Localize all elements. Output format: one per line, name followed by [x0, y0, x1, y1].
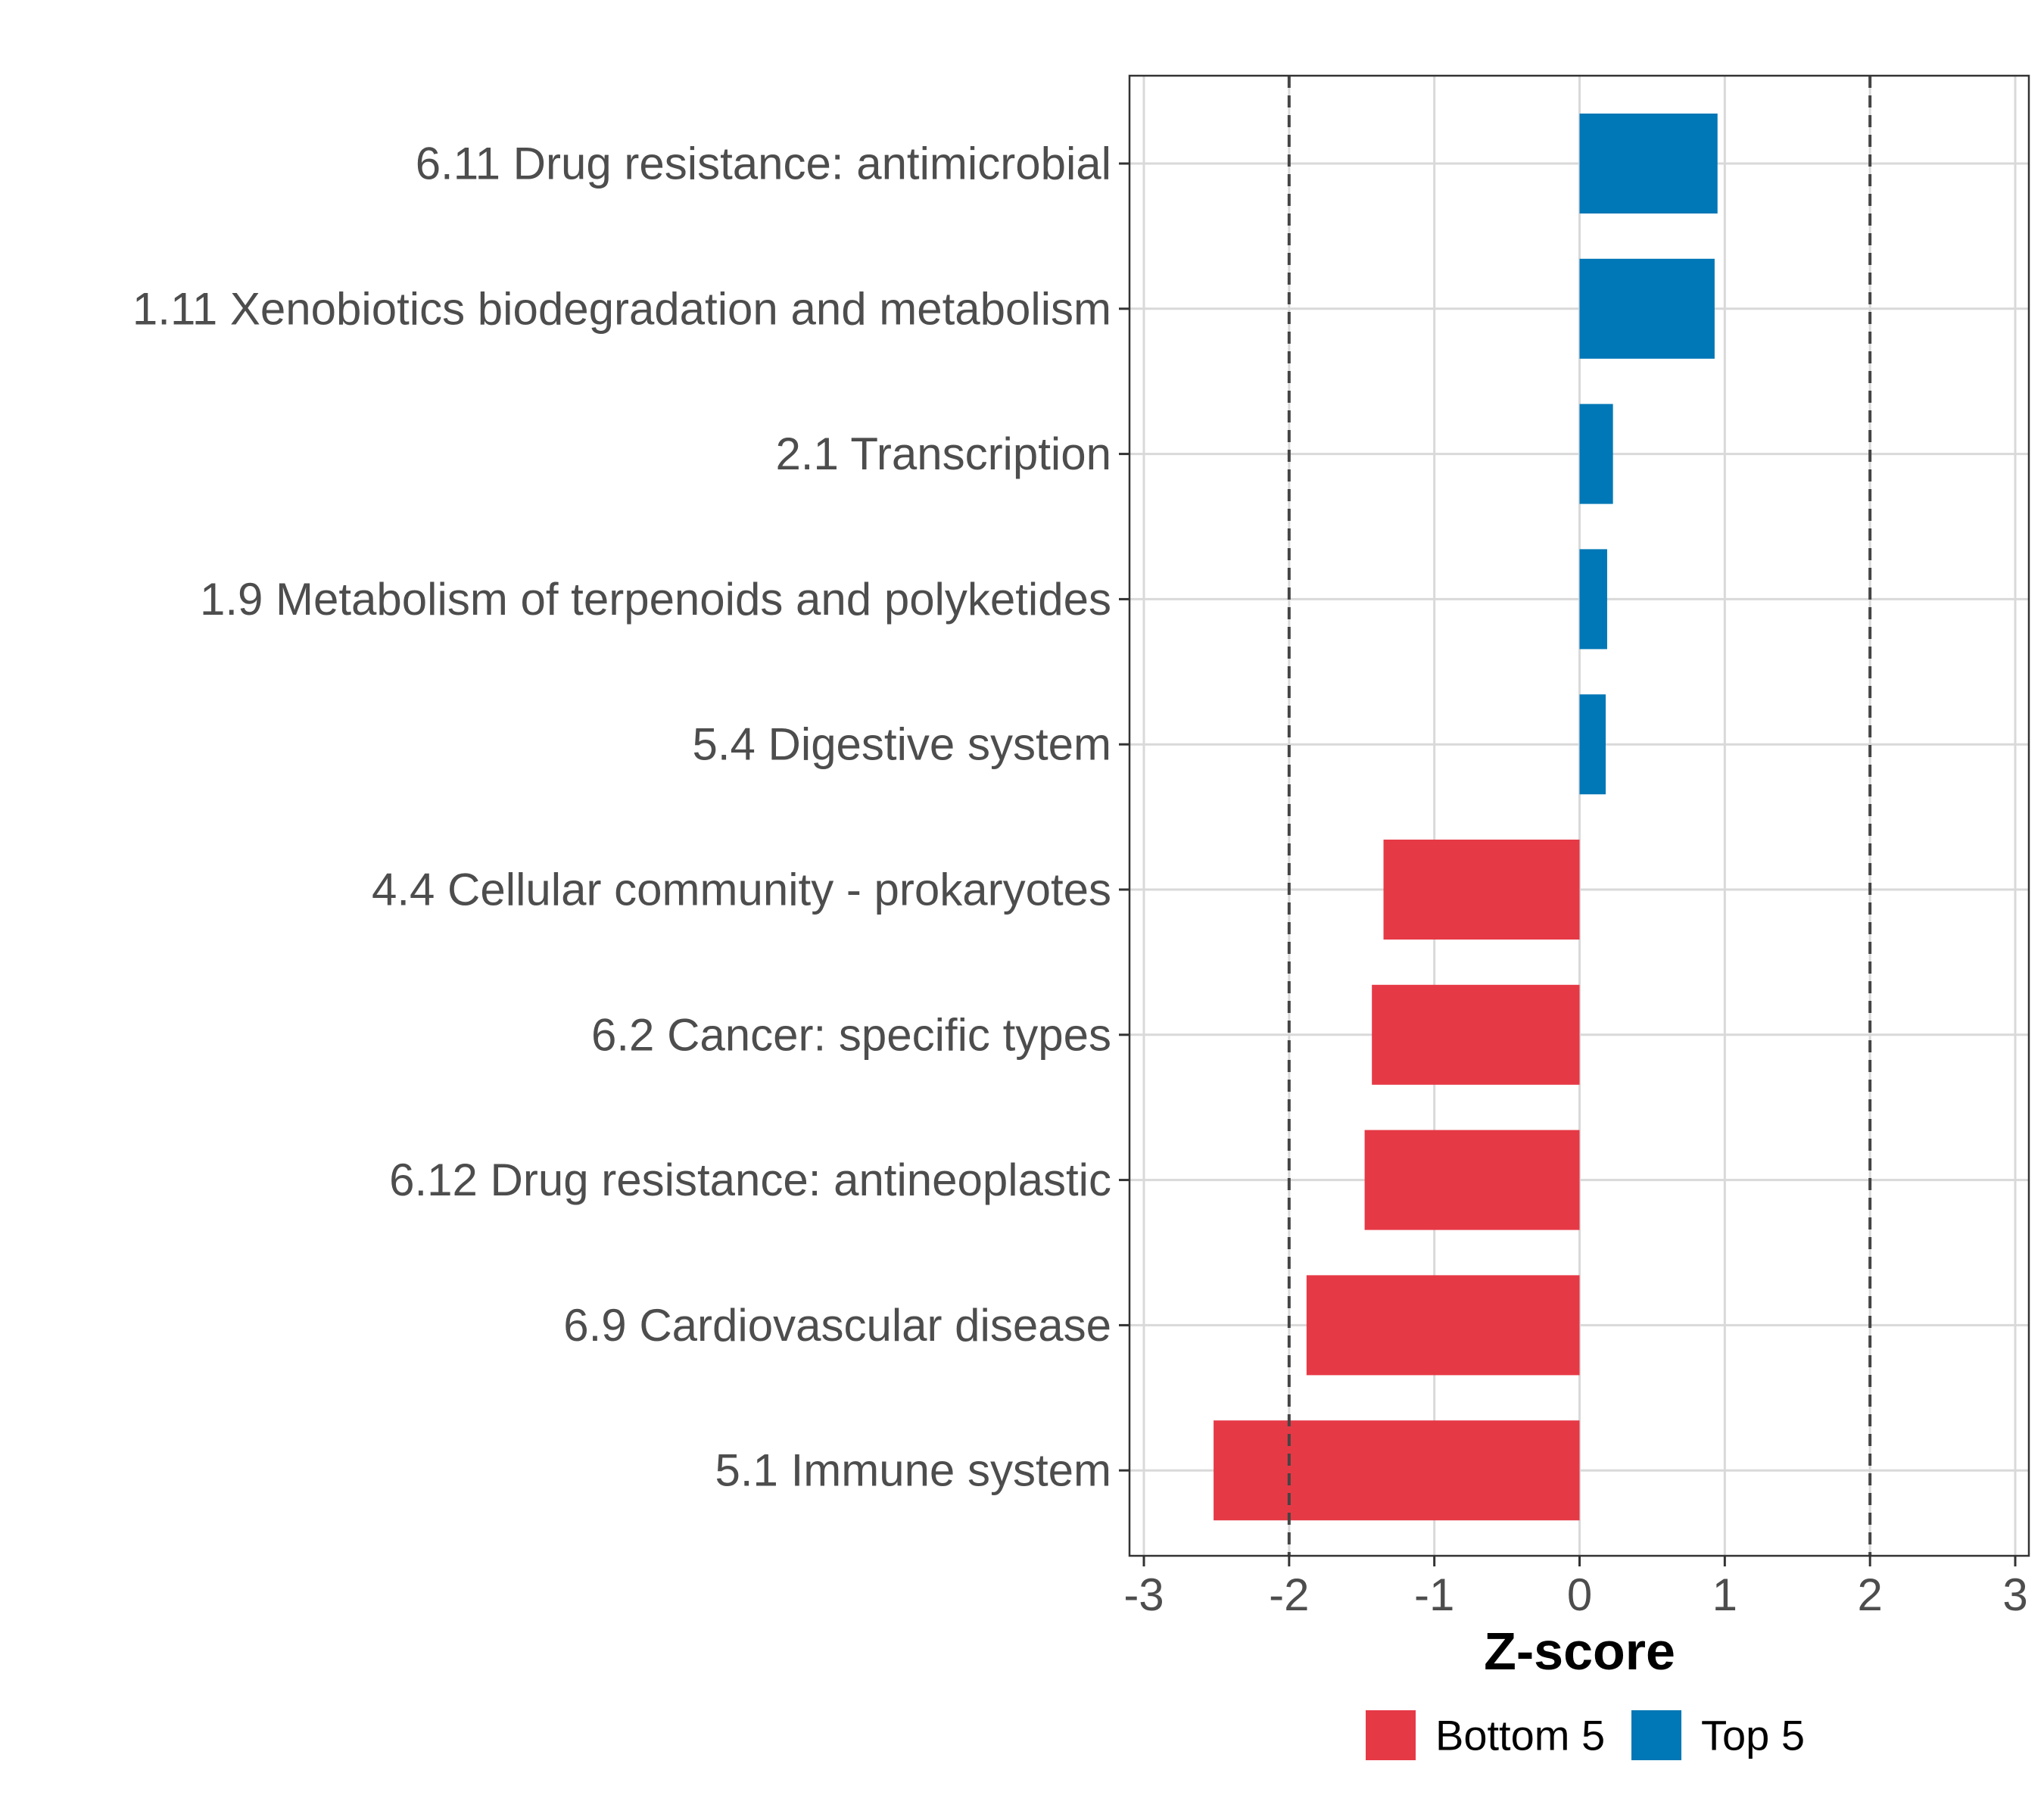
- x-tick-label: 3: [2002, 1569, 2027, 1620]
- y-tick-label: 5.1 Immune system: [715, 1445, 1111, 1496]
- x-tick-label: 2: [1857, 1569, 1882, 1620]
- bar: [1372, 984, 1580, 1085]
- bar-layer: [1214, 114, 1718, 1521]
- y-tick-label: 4.4 Cellular community - prokaryotes: [372, 865, 1111, 915]
- y-tick-label: 6.2 Cancer: specific types: [591, 1009, 1111, 1060]
- y-tick-label: 6.12 Drug resistance: antineoplastic: [389, 1155, 1111, 1205]
- bar: [1579, 694, 1606, 795]
- y-tick-label: 2.1 Transcription: [775, 429, 1111, 479]
- x-tick-label: -3: [1123, 1569, 1164, 1620]
- x-tick-label: -2: [1269, 1569, 1309, 1620]
- bar: [1364, 1130, 1580, 1230]
- x-tick-label: 1: [1712, 1569, 1737, 1620]
- bar: [1579, 114, 1718, 213]
- bar: [1306, 1275, 1580, 1376]
- bar: [1579, 258, 1715, 359]
- legend-label: Top 5: [1701, 1712, 1805, 1759]
- legend-swatch: [1366, 1710, 1416, 1760]
- bar: [1579, 404, 1613, 504]
- x-tick-label: 0: [1567, 1569, 1592, 1620]
- legend-swatch: [1631, 1710, 1681, 1760]
- legend-label: Bottom 5: [1435, 1712, 1605, 1759]
- y-tick-label: 1.11 Xenobiotics biodegradation and meta…: [132, 283, 1111, 334]
- axis-layer: 6.11 Drug resistance: antimicrobial 1.11 …: [132, 139, 2028, 1621]
- x-axis-title: Z-score: [1484, 1622, 1675, 1681]
- x-tick-label: -1: [1414, 1569, 1454, 1620]
- y-tick-label: 6.9 Cardiovascular disease: [563, 1300, 1111, 1351]
- legend: Bottom 5 Top 5: [1366, 1710, 1805, 1760]
- y-tick-label: 1.9 Metabolism of terpenoids and polyket…: [200, 574, 1111, 625]
- y-tick-label: 5.4 Digestive system: [692, 719, 1111, 770]
- bar: [1579, 549, 1607, 650]
- bar: [1214, 1420, 1580, 1521]
- bar: [1383, 840, 1580, 940]
- y-tick-label: 6.11 Drug resistance: antimicrobial: [416, 139, 1111, 189]
- reference-lines: [1287, 76, 1872, 1556]
